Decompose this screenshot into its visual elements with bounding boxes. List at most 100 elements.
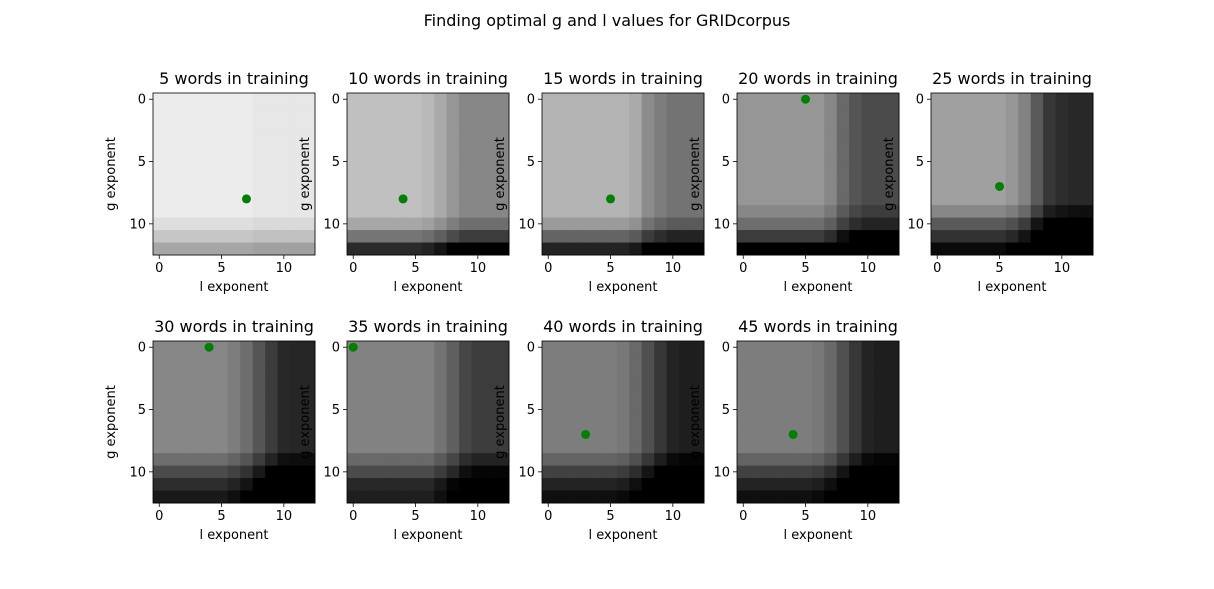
heatmap-cell (737, 428, 750, 442)
heatmap-cell (955, 105, 969, 119)
heatmap-cell (874, 205, 888, 219)
heatmap-cell (240, 415, 254, 429)
heatmap-cell (836, 341, 850, 354)
heatmap-cell (542, 105, 555, 119)
heatmap-cell (471, 453, 485, 467)
heatmap-cell (679, 490, 693, 504)
heatmap-cell (886, 415, 900, 429)
heatmap-cell (886, 490, 900, 504)
heatmap-cell (861, 365, 875, 379)
heatmap-cell (799, 341, 813, 354)
heatmap-cell (471, 242, 485, 256)
heatmap-cell (227, 341, 241, 354)
heatmap-cell (761, 490, 775, 504)
heatmap-cell (471, 130, 485, 144)
heatmap-cell (359, 353, 373, 367)
heatmap-cell (421, 167, 435, 181)
heatmap-cell (811, 353, 825, 367)
heatmap-cell (227, 365, 241, 379)
heatmap-cell (849, 142, 863, 156)
heatmap-cell (277, 192, 291, 206)
heatmap-cell (421, 142, 435, 156)
heatmap-cell (980, 105, 994, 119)
heatmap-cell (691, 440, 705, 454)
heatmap-cell (1030, 230, 1044, 244)
heatmap-cell (1030, 142, 1044, 156)
heatmap-cell (347, 192, 360, 206)
heatmap-cell (566, 378, 580, 392)
heatmap-cell (421, 105, 435, 119)
heatmap-cell (666, 155, 680, 169)
panel-title: 35 words in training (348, 317, 508, 336)
heatmap-cell (737, 105, 750, 119)
heatmap-cell (641, 155, 655, 169)
heatmap-cell (215, 403, 229, 417)
heatmap-cell (434, 415, 448, 429)
heatmap-cell (691, 217, 705, 231)
heatmap-cell (861, 490, 875, 504)
heatmap-cell (153, 353, 166, 367)
heatmap-cell (496, 490, 510, 504)
heatmap-cell (215, 453, 229, 467)
heatmap-cell (691, 205, 705, 219)
heatmap-cell (302, 465, 316, 479)
heatmap-cell (931, 93, 944, 106)
heatmap-cell (396, 428, 410, 442)
heatmap-cell (347, 217, 360, 231)
heatmap-cell (302, 105, 316, 119)
heatmap-cell (252, 415, 266, 429)
heatmap-cell (240, 378, 254, 392)
heatmap-cell (604, 105, 618, 119)
heatmap-cell (749, 130, 763, 144)
heatmap-cell (265, 117, 279, 131)
heatmap-cell (202, 440, 216, 454)
heatmap-cell (496, 478, 510, 492)
heatmap-cell (799, 365, 813, 379)
heatmap-cell (786, 205, 800, 219)
panel-title: 25 words in training (932, 69, 1092, 88)
heatmap-cell (277, 428, 291, 442)
heatmap-cell (604, 217, 618, 231)
heatmap-cell (799, 130, 813, 144)
heatmap-cell (302, 242, 316, 256)
heatmap-cell (861, 341, 875, 354)
heatmap-cell (542, 205, 555, 219)
heatmap-cell (554, 230, 568, 244)
heatmap-cell (165, 403, 179, 417)
heatmap-cell (459, 93, 473, 106)
heatmap-cell (446, 453, 460, 467)
heatmap-cell (190, 167, 204, 181)
heatmap-cell (749, 242, 763, 256)
heatmap-cell (459, 390, 473, 404)
heatmap-cell (290, 465, 304, 479)
heatmap-cell (165, 192, 179, 206)
heatmap-cell (190, 465, 204, 479)
heatmap-cell (629, 130, 643, 144)
heatmap-cell (786, 478, 800, 492)
heatmap-cell (749, 217, 763, 231)
heatmap-cell (968, 93, 982, 106)
heatmap-cell (459, 230, 473, 244)
heatmap-cell (737, 117, 750, 131)
heatmap-cell (471, 180, 485, 194)
heatmap-cell (761, 341, 775, 354)
heatmap-cell (153, 415, 166, 429)
heatmap-cell (774, 105, 788, 119)
axes-frame (736, 340, 900, 504)
heatmap-cell (1005, 142, 1019, 156)
heatmap-cell (629, 142, 643, 156)
x-tick-label: 5 (606, 261, 614, 276)
heatmap-cell (434, 341, 448, 354)
heatmap-cell (679, 478, 693, 492)
heatmap-cell (347, 390, 360, 404)
heatmap-cell (371, 93, 385, 106)
heatmap-cell (786, 365, 800, 379)
heatmap-cell (302, 440, 316, 454)
heatmap-cell (786, 217, 800, 231)
heatmap-cell (691, 378, 705, 392)
heatmap-cell (177, 428, 191, 442)
heatmap-cell (421, 353, 435, 367)
heatmap-cell (359, 93, 373, 106)
